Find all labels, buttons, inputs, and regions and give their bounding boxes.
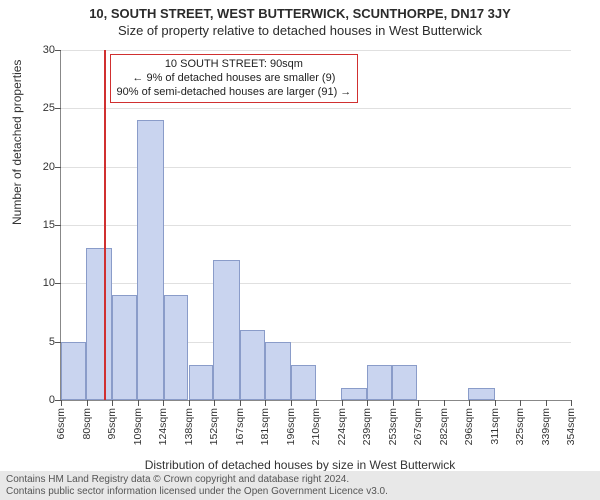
histogram-bar — [61, 342, 86, 400]
callout-box: 10 SOUTH STREET: 90sqm← 9% of detached h… — [110, 54, 359, 103]
histogram-bar — [112, 295, 137, 400]
x-tick — [138, 400, 139, 406]
y-tick — [55, 108, 61, 109]
y-axis-label: Number of detached properties — [10, 60, 24, 225]
x-tick-label: 282sqm — [438, 408, 450, 445]
x-tick-label: 311sqm — [489, 408, 501, 445]
title-address: 10, SOUTH STREET, WEST BUTTERWICK, SCUNT… — [0, 0, 600, 21]
histogram-bar — [265, 342, 292, 400]
callout-line: ← 9% of detached houses are smaller (9) — [117, 72, 352, 86]
gridline — [61, 50, 571, 51]
x-tick-label: 339sqm — [540, 408, 552, 445]
histogram-bar — [240, 330, 265, 400]
y-tick-label: 20 — [25, 161, 55, 173]
x-tick — [112, 400, 113, 406]
gridline — [61, 108, 571, 109]
y-tick-label: 30 — [25, 44, 55, 56]
histogram-bar — [86, 248, 113, 400]
x-tick — [342, 400, 343, 406]
attribution-footer: Contains HM Land Registry data © Crown c… — [0, 471, 600, 500]
callout-line: 90% of semi-detached houses are larger (… — [117, 86, 352, 100]
histogram-bar — [164, 295, 189, 400]
x-tick-label: 296sqm — [463, 408, 475, 445]
x-tick — [495, 400, 496, 406]
x-tick-label: 138sqm — [183, 408, 195, 445]
x-tick-label: 325sqm — [514, 408, 526, 445]
x-tick-label: 80sqm — [81, 408, 93, 440]
y-tick-label: 10 — [25, 277, 55, 289]
y-tick-label: 0 — [25, 394, 55, 406]
x-tick-label: 66sqm — [55, 408, 67, 440]
x-tick-label: 196sqm — [285, 408, 297, 445]
x-tick-label: 267sqm — [412, 408, 424, 445]
x-tick — [393, 400, 394, 406]
histogram-bar — [291, 365, 316, 400]
x-tick — [61, 400, 62, 406]
x-tick — [265, 400, 266, 406]
x-tick — [163, 400, 164, 406]
footer-line-2: Contains public sector information licen… — [6, 486, 594, 498]
x-tick — [291, 400, 292, 406]
x-tick — [444, 400, 445, 406]
x-tick — [189, 400, 190, 406]
histogram-bar — [367, 365, 392, 400]
x-tick-label: 239sqm — [361, 408, 373, 445]
x-tick-label: 124sqm — [157, 408, 169, 445]
histogram-bar — [189, 365, 214, 400]
y-tick — [55, 225, 61, 226]
x-tick — [367, 400, 368, 406]
x-tick-label: 109sqm — [132, 408, 144, 445]
y-tick — [55, 50, 61, 51]
x-tick — [469, 400, 470, 406]
x-tick-label: 167sqm — [234, 408, 246, 445]
x-tick-label: 95sqm — [106, 408, 118, 440]
histogram-bar — [137, 120, 164, 400]
y-tick-label: 25 — [25, 102, 55, 114]
y-tick — [55, 167, 61, 168]
x-tick — [316, 400, 317, 406]
histogram-bar — [341, 388, 368, 400]
footer-line-1: Contains HM Land Registry data © Crown c… — [6, 474, 594, 486]
y-tick-label: 5 — [25, 336, 55, 348]
x-tick-label: 210sqm — [310, 408, 322, 445]
x-tick — [418, 400, 419, 406]
x-tick — [520, 400, 521, 406]
x-tick — [214, 400, 215, 406]
marker-line — [104, 50, 106, 400]
x-tick-label: 152sqm — [208, 408, 220, 445]
x-tick — [546, 400, 547, 406]
x-tick — [240, 400, 241, 406]
histogram-bar — [213, 260, 240, 400]
y-tick — [55, 283, 61, 284]
x-tick-label: 181sqm — [259, 408, 271, 445]
callout-line: 10 SOUTH STREET: 90sqm — [117, 58, 352, 72]
plot-region: 05101520253066sqm80sqm95sqm109sqm124sqm1… — [60, 50, 571, 401]
x-tick-label: 224sqm — [336, 408, 348, 445]
x-tick-label: 354sqm — [565, 408, 577, 445]
histogram-bar — [392, 365, 417, 400]
histogram-chart: 05101520253066sqm80sqm95sqm109sqm124sqm1… — [60, 50, 570, 400]
histogram-bar — [468, 388, 495, 400]
x-tick-label: 253sqm — [387, 408, 399, 445]
title-subtitle: Size of property relative to detached ho… — [0, 21, 600, 38]
y-tick-label: 15 — [25, 219, 55, 231]
x-axis-label: Distribution of detached houses by size … — [0, 458, 600, 472]
x-tick — [87, 400, 88, 406]
x-tick — [571, 400, 572, 406]
